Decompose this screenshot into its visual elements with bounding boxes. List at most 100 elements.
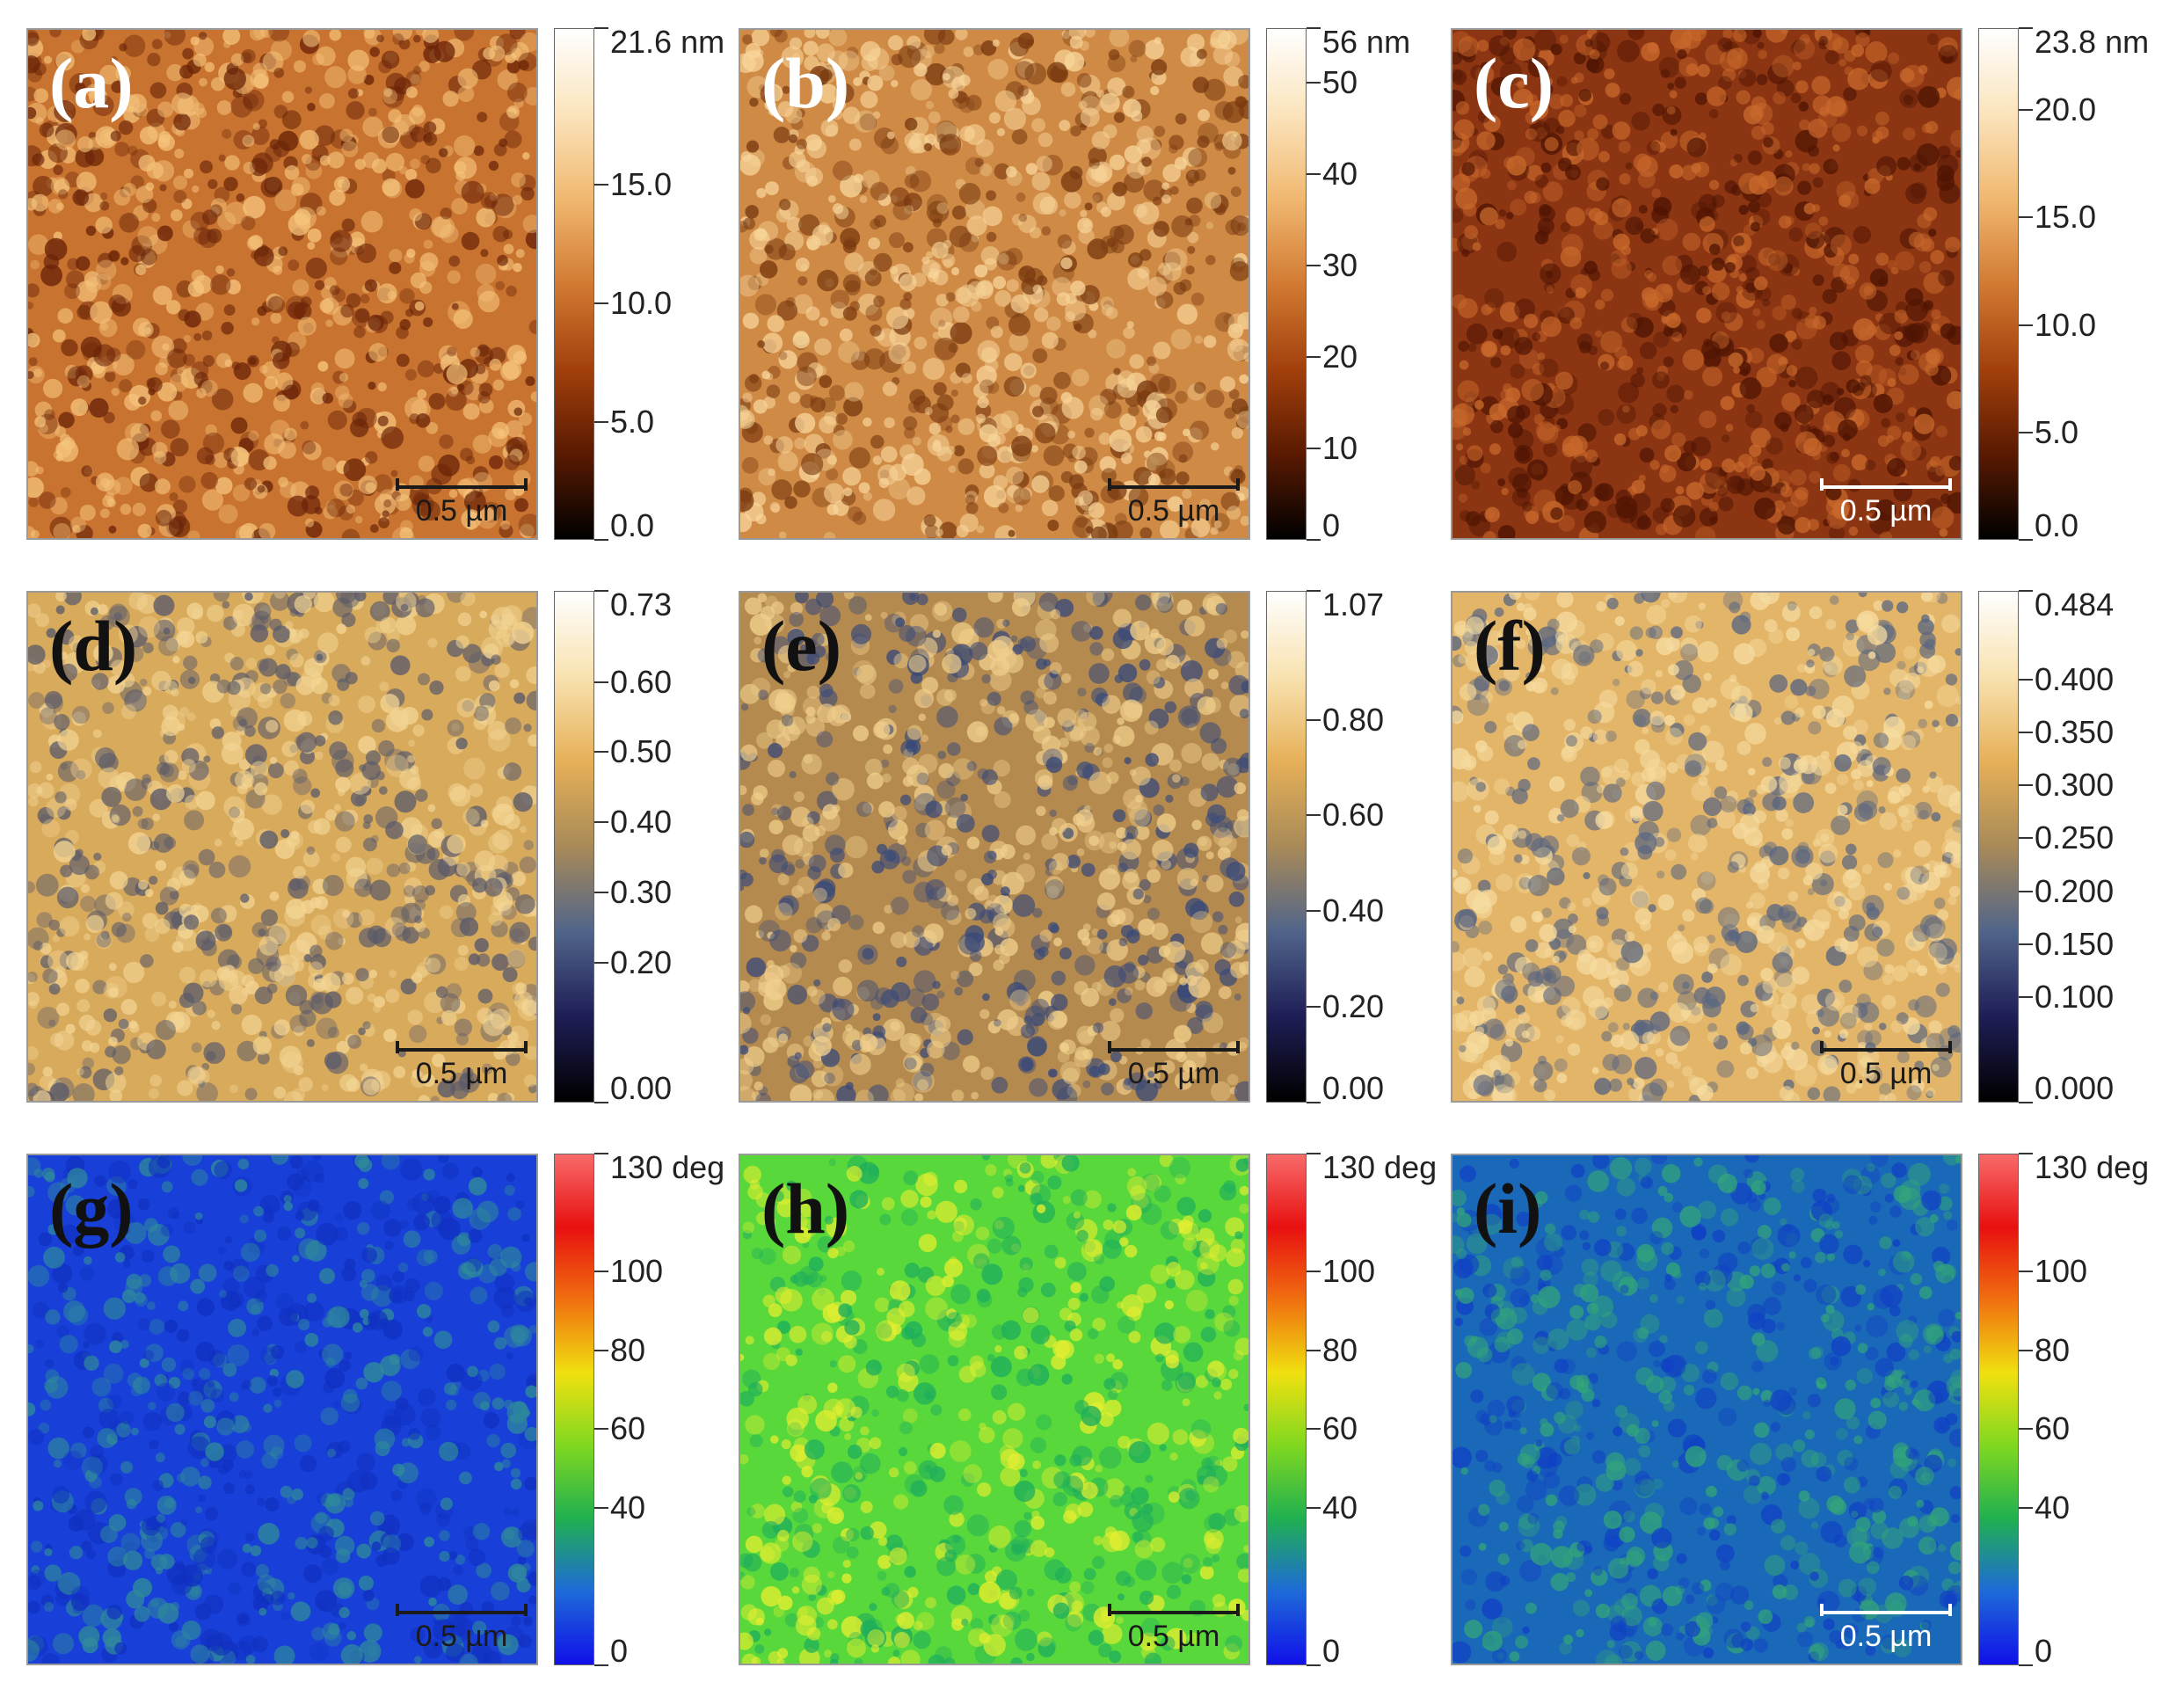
colorbar-tick xyxy=(594,961,608,964)
scale-bar: 0.5 µm xyxy=(396,1595,528,1657)
afm-map: (a) 0.5 µm xyxy=(26,28,538,540)
scale-bar: 0.5 µm xyxy=(1820,1595,1952,1657)
colorbar-tick xyxy=(1307,1664,1321,1666)
colorbar-tick xyxy=(1307,27,1321,29)
colorbar-tick-label: 0.00 xyxy=(1322,1070,1385,1106)
colorbar-tick-label: 0.250 xyxy=(2035,819,2115,856)
colorbar-tick-label: 10.0 xyxy=(2035,306,2097,343)
afm-map: (f) 0.5 µm xyxy=(1451,591,1962,1103)
afm-image xyxy=(740,593,1249,1101)
colorbar-tick-label: 56 nm xyxy=(1322,24,1411,60)
colorbar-tick xyxy=(2019,732,2033,734)
colorbar-tick xyxy=(1307,1350,1321,1352)
colorbar-tick-label: 20 xyxy=(1322,339,1358,375)
grain-texture xyxy=(28,593,536,1101)
colorbar-tick-label: 15.0 xyxy=(610,166,673,203)
scale-bar-label: 0.5 µm xyxy=(1127,1057,1220,1090)
colorbar-tick xyxy=(594,1664,608,1666)
colorbar-tick xyxy=(2019,324,2033,326)
colorbar-tick xyxy=(594,1350,608,1352)
colorbar-tick xyxy=(1307,1102,1321,1103)
afm-image xyxy=(1452,593,1961,1101)
panel-label: (f) xyxy=(1474,606,1546,686)
colorbar-tick xyxy=(2019,837,2033,840)
colorbar-tick xyxy=(1307,1428,1321,1431)
scale-bar-line xyxy=(1108,1604,1240,1616)
colorbar-tick-label: 10 xyxy=(1322,429,1358,466)
colorbar-tick-label: 0.484 xyxy=(2035,586,2115,623)
colorbar-tick xyxy=(1307,590,1321,592)
colorbar-tick xyxy=(2019,784,2033,787)
colorbar-tick-label: 0 xyxy=(1322,1633,1341,1669)
colorbar-tick-label: 80 xyxy=(1322,1332,1358,1369)
afm-map: (e) 0.5 µm xyxy=(739,591,1250,1103)
colorbar-tick xyxy=(2019,109,2033,112)
colorbar-tick-label: 40 xyxy=(610,1489,646,1526)
scale-bar-label: 0.5 µm xyxy=(415,1057,508,1090)
scale-bar: 0.5 µm xyxy=(1108,1595,1240,1657)
colorbar-tick-label: 5.0 xyxy=(610,403,655,440)
colorbar-tick-label: 0.60 xyxy=(610,663,673,700)
colorbar-tick xyxy=(594,539,608,541)
grain-texture xyxy=(740,593,1249,1101)
afm-image xyxy=(28,1155,536,1664)
afm-panel-h: (h) 0.5 µm 130 deg 100 80 60 40 0 xyxy=(739,1152,1460,1681)
panel-label: (h) xyxy=(761,1169,850,1249)
afm-panel-a: (a) 0.5 µm 21.6 nm 15.0 10.0 5.0 0.0 xyxy=(26,26,747,556)
colorbar-tick-label: 0 xyxy=(610,1633,629,1669)
scale-bar-label: 0.5 µm xyxy=(1127,1620,1220,1653)
colorbar-tick xyxy=(1307,1006,1321,1009)
colorbar-tick-label: 30 xyxy=(1322,247,1358,284)
colorbar-tick xyxy=(594,1506,608,1509)
colorbar xyxy=(1978,591,2019,1103)
scale-bar-label: 0.5 µm xyxy=(1839,494,1933,528)
colorbar-tick xyxy=(2019,1506,2033,1509)
colorbar-tick-label: 0.00 xyxy=(610,1070,673,1106)
colorbar-tick-label: 10.0 xyxy=(610,284,673,321)
colorbar-tick xyxy=(594,1428,608,1431)
colorbar xyxy=(1978,1154,2019,1665)
surface-background xyxy=(1452,1155,1961,1664)
panel-label: (d) xyxy=(49,606,138,686)
colorbar-tick-label: 0 xyxy=(2035,1633,2053,1669)
colorbar-tick xyxy=(594,1271,608,1273)
colorbar-tick xyxy=(2019,890,2033,892)
colorbar-tick-label: 0.40 xyxy=(610,804,673,841)
colorbar-tick xyxy=(1307,1153,1321,1154)
grain-texture xyxy=(1452,30,1961,538)
scale-bar-line xyxy=(1820,1041,1952,1053)
colorbar-tick-label: 1.07 xyxy=(1322,586,1385,623)
colorbar-tick-label: 0.73 xyxy=(610,586,673,623)
grain-texture xyxy=(1452,1155,1961,1664)
scale-bar-label: 0.5 µm xyxy=(415,1620,508,1653)
grain-texture xyxy=(28,1155,536,1664)
colorbar-tick xyxy=(2019,27,2033,29)
colorbar-tick xyxy=(594,1102,608,1103)
colorbar-tick-label: 0.150 xyxy=(2035,925,2115,962)
scale-bar-line xyxy=(1820,1604,1952,1616)
colorbar-tick xyxy=(2019,1102,2033,1103)
afm-image xyxy=(740,30,1249,538)
scale-bar-label: 0.5 µm xyxy=(1839,1620,1933,1653)
afm-panel-d: (d) 0.5 µm 0.73 0.60 0.50 0.40 0.30 0.20 0.00 xyxy=(26,586,747,1118)
colorbar-tick xyxy=(1307,1271,1321,1273)
afm-panel-g: (g) 0.5 µm 130 deg 100 80 60 40 0 xyxy=(26,1152,747,1681)
colorbar-tick xyxy=(2019,1271,2033,1273)
colorbar-tick-label: 0.30 xyxy=(610,873,673,910)
scale-bar-label: 0.5 µm xyxy=(1127,494,1220,528)
colorbar-tick-label: 5.0 xyxy=(2035,413,2079,450)
colorbar-tick xyxy=(2019,995,2033,998)
afm-panel-e: (e) 0.5 µm 1.07 0.80 0.60 0.40 0.20 0.00 xyxy=(739,586,1460,1118)
colorbar-tick xyxy=(1307,265,1321,267)
afm-panel-c: (c) 0.5 µm 23.8 nm 20.0 15.0 10.0 5.0 0.0 xyxy=(1451,26,2172,556)
colorbar-tick xyxy=(2019,1153,2033,1154)
colorbar-tick-label: 0.350 xyxy=(2035,714,2115,751)
colorbar-tick-label: 130 deg xyxy=(2035,1149,2150,1185)
scale-bar-line xyxy=(396,1604,528,1616)
panel-label: (g) xyxy=(49,1169,134,1249)
scale-bar-line xyxy=(396,1041,528,1053)
colorbar-tick-label: 50 xyxy=(1322,64,1358,101)
afm-image xyxy=(28,30,536,538)
colorbar-tick-label: 0.100 xyxy=(2035,978,2115,1015)
